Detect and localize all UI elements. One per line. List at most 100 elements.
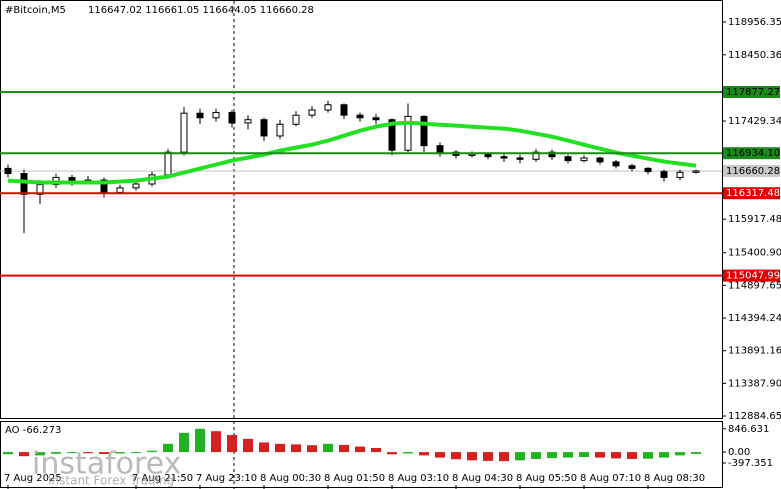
ao-frame [0, 421, 723, 488]
ao-bar [595, 452, 605, 458]
candle-body [260, 119, 268, 137]
ao-bar [531, 452, 541, 459]
candle-body [356, 114, 364, 119]
candle-body [292, 114, 300, 125]
y-tick-label: 118956.35 [728, 17, 781, 28]
ao-bar [131, 452, 141, 454]
candle-body [276, 123, 284, 137]
y-tick-label: 114897.65 [728, 280, 781, 291]
current-price-box [723, 164, 780, 177]
ao-bar [99, 452, 109, 455]
candle-body [420, 115, 428, 147]
ao-bar [387, 452, 397, 455]
ao-bar [579, 452, 589, 458]
moving-average [7, 120, 697, 185]
ao-bar [211, 431, 221, 453]
ao-bar [339, 444, 349, 453]
x-tick-label: 8 Aug 04:30 [452, 473, 513, 484]
y-tick-label: 118450.36 [728, 50, 781, 61]
candle-body [244, 119, 252, 124]
candle-body [228, 112, 236, 124]
candle-body [372, 117, 380, 121]
ao-bar [371, 447, 381, 453]
ao-bar [627, 452, 637, 459]
x-tick-label: 7 Aug 21:50 [132, 473, 193, 484]
ao-bar [611, 452, 621, 459]
level-label: 117877.27 [726, 87, 780, 98]
ao-bar [675, 452, 685, 456]
watermark-slogan: Instant Forex Trading [48, 474, 174, 488]
x-tick-label: 8 Aug 07:10 [580, 473, 641, 484]
y-tick-label: 113891.16 [728, 346, 781, 357]
level-label: 116934.10 [726, 148, 780, 159]
candle-body [484, 153, 492, 158]
ao-bar [83, 452, 93, 454]
candle-body [132, 183, 140, 189]
candle-body [164, 151, 172, 176]
level-label: 116317.48 [726, 188, 780, 199]
ao-tick-label: 0.00 [728, 447, 750, 458]
ao-bar [435, 452, 445, 458]
candle-body [564, 156, 572, 162]
y-tick-label: 113387.90 [728, 378, 781, 389]
candle-body [4, 167, 12, 175]
x-tick-label: 7 Aug 23:10 [196, 473, 257, 484]
candle-body [308, 109, 316, 116]
ao-bar [147, 450, 157, 453]
candle-body [36, 184, 44, 195]
y-tick-label: 112884.65 [728, 411, 781, 422]
candle-body [660, 171, 668, 178]
y-tick-label: 117429.34 [728, 116, 781, 127]
level-box [723, 269, 780, 282]
candle-body [532, 151, 540, 160]
ao-bar [691, 452, 701, 454]
ao-bar [227, 435, 237, 453]
y-tick-label: 114394.24 [728, 313, 781, 324]
watermark: instaforex [32, 447, 181, 482]
ao-bar [275, 443, 285, 453]
x-tick-label: 8 Aug 05:50 [516, 473, 577, 484]
ao-bar [659, 452, 669, 458]
candle-body [404, 115, 412, 151]
ao-bar [547, 452, 557, 459]
ao-bar [483, 452, 493, 461]
ao-bar [403, 452, 413, 454]
candle-body [628, 165, 636, 169]
ao-bar [291, 444, 301, 453]
level-box [723, 147, 780, 160]
y-tick-label: 115400.90 [728, 248, 781, 259]
level-label: 115047.99 [726, 271, 780, 282]
candle-body [116, 187, 124, 193]
ao-bar [307, 445, 317, 453]
plot-layer: 118956.35 118450.36 117429.34 115917.48 1154… [0, 17, 781, 489]
candle-body [580, 157, 588, 162]
ao-tick-label: -397.351 [728, 458, 773, 469]
level-box [723, 187, 780, 200]
ao-bar [115, 452, 125, 454]
candle-body [180, 112, 188, 153]
candle-body [468, 153, 476, 156]
x-tick-label: 8 Aug 03:10 [388, 473, 449, 484]
x-tick-label: 8 Aug 08:30 [644, 473, 705, 484]
candle-body [388, 119, 396, 151]
ao-bar [323, 443, 333, 453]
y-tick-label: 115917.48 [728, 214, 781, 225]
candle-body [436, 145, 444, 153]
ao-tick-label: 846.631 [728, 424, 769, 435]
main-frame [0, 0, 723, 419]
candle-body [692, 170, 700, 173]
candle-body [212, 112, 220, 119]
candle-body [500, 156, 508, 159]
ao-bar [195, 428, 205, 453]
candle-body [644, 167, 652, 173]
ao-bar [67, 452, 77, 454]
ao-bar [563, 452, 573, 458]
candle-body [324, 104, 332, 111]
ohlc-label: 116647.02 116661.05 116644.05 116660.28 [88, 5, 314, 16]
ao-bar [51, 452, 61, 454]
candle-body [596, 157, 604, 163]
ao-bar [515, 452, 525, 461]
ao-bar [467, 452, 477, 461]
